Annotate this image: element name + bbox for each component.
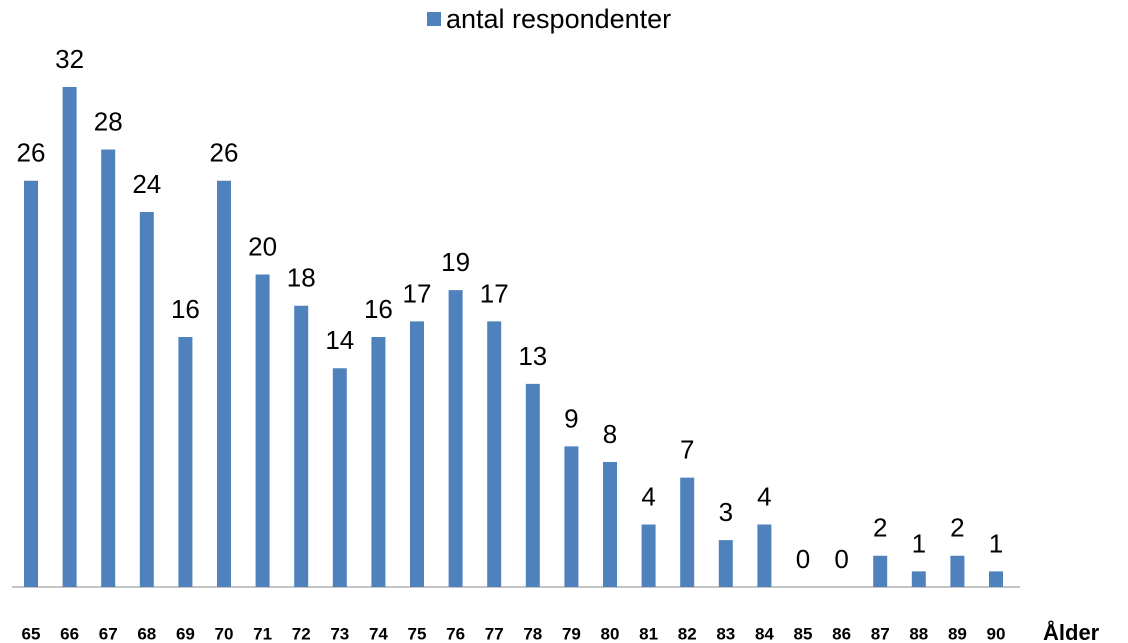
- bar: [294, 305, 309, 587]
- data-label: 8: [603, 419, 617, 449]
- bar: [371, 337, 386, 587]
- bar: [718, 540, 733, 587]
- x-tick-label: 84: [755, 624, 774, 643]
- x-tick-label: 67: [99, 624, 118, 643]
- bar: [217, 180, 231, 587]
- bar: [757, 524, 772, 587]
- data-label: 19: [441, 247, 470, 277]
- data-label: 24: [132, 169, 161, 199]
- x-tick-label: 65: [22, 624, 41, 643]
- x-tick-label: 66: [60, 624, 79, 643]
- x-tick-label: 89: [948, 624, 967, 643]
- x-tick-label: 86: [832, 624, 851, 643]
- data-label: 16: [171, 294, 200, 324]
- data-label: 17: [403, 278, 432, 308]
- x-tick-label: 88: [909, 624, 928, 643]
- x-tick-label: 68: [137, 624, 156, 643]
- x-tick-label: 83: [716, 624, 735, 643]
- x-axis-label: Ålder: [1043, 619, 1100, 643]
- data-label: 1: [989, 528, 1003, 558]
- bar: [332, 368, 347, 587]
- x-tick-label: 72: [292, 624, 311, 643]
- bar: [603, 462, 617, 587]
- data-label: 32: [55, 44, 84, 74]
- x-tick-label: 80: [601, 624, 620, 643]
- x-tick-label: 82: [678, 624, 697, 643]
- data-label: 2: [950, 513, 964, 543]
- data-label: 20: [248, 231, 277, 261]
- x-tick-label: 87: [871, 624, 890, 643]
- bar: [24, 180, 38, 587]
- data-label: 4: [757, 481, 771, 511]
- bar: [525, 383, 540, 587]
- bar: [178, 337, 193, 587]
- x-tick-label: 85: [794, 624, 813, 643]
- x-tick-label: 69: [176, 624, 195, 643]
- data-label: 18: [287, 263, 316, 293]
- x-tick-label: 77: [485, 624, 504, 643]
- data-label: 0: [834, 544, 848, 574]
- data-label: 9: [564, 403, 578, 433]
- data-label: 7: [680, 435, 694, 465]
- data-label: 0: [796, 544, 810, 574]
- bar: [680, 477, 695, 587]
- data-label: 26: [210, 138, 239, 168]
- data-label: 4: [641, 481, 655, 511]
- bar: [139, 212, 154, 587]
- bar: [410, 321, 424, 587]
- data-label: 14: [325, 325, 354, 355]
- data-label: 2: [873, 513, 887, 543]
- x-tick-label: 71: [253, 624, 272, 643]
- data-label: 28: [94, 106, 123, 136]
- x-tick-label: 73: [330, 624, 349, 643]
- data-label: 3: [719, 497, 733, 527]
- bar: [62, 87, 77, 587]
- bar: [448, 290, 463, 587]
- x-tick-label: 78: [523, 624, 542, 643]
- bar: [487, 321, 502, 587]
- bar: [950, 555, 965, 587]
- data-label: 26: [17, 138, 46, 168]
- bar: [255, 274, 270, 587]
- x-tick-label: 74: [369, 624, 388, 643]
- data-label: 13: [518, 341, 547, 371]
- x-tick-label: 79: [562, 624, 581, 643]
- x-tick-label: 76: [446, 624, 465, 643]
- x-tick-label: 81: [639, 624, 658, 643]
- data-label: 16: [364, 294, 393, 324]
- bar: [873, 555, 888, 587]
- legend-label: antal respondenter: [446, 4, 671, 34]
- bar: [101, 149, 116, 587]
- bar: [989, 571, 1003, 587]
- x-tick-label: 90: [987, 624, 1006, 643]
- x-tick-label: 75: [408, 624, 427, 643]
- data-label: 1: [912, 528, 926, 558]
- bar: [911, 571, 926, 587]
- bar: [641, 524, 656, 587]
- x-tick-label: 70: [215, 624, 234, 643]
- data-label: 17: [480, 278, 509, 308]
- legend-swatch: [427, 12, 441, 26]
- bar: [564, 446, 579, 587]
